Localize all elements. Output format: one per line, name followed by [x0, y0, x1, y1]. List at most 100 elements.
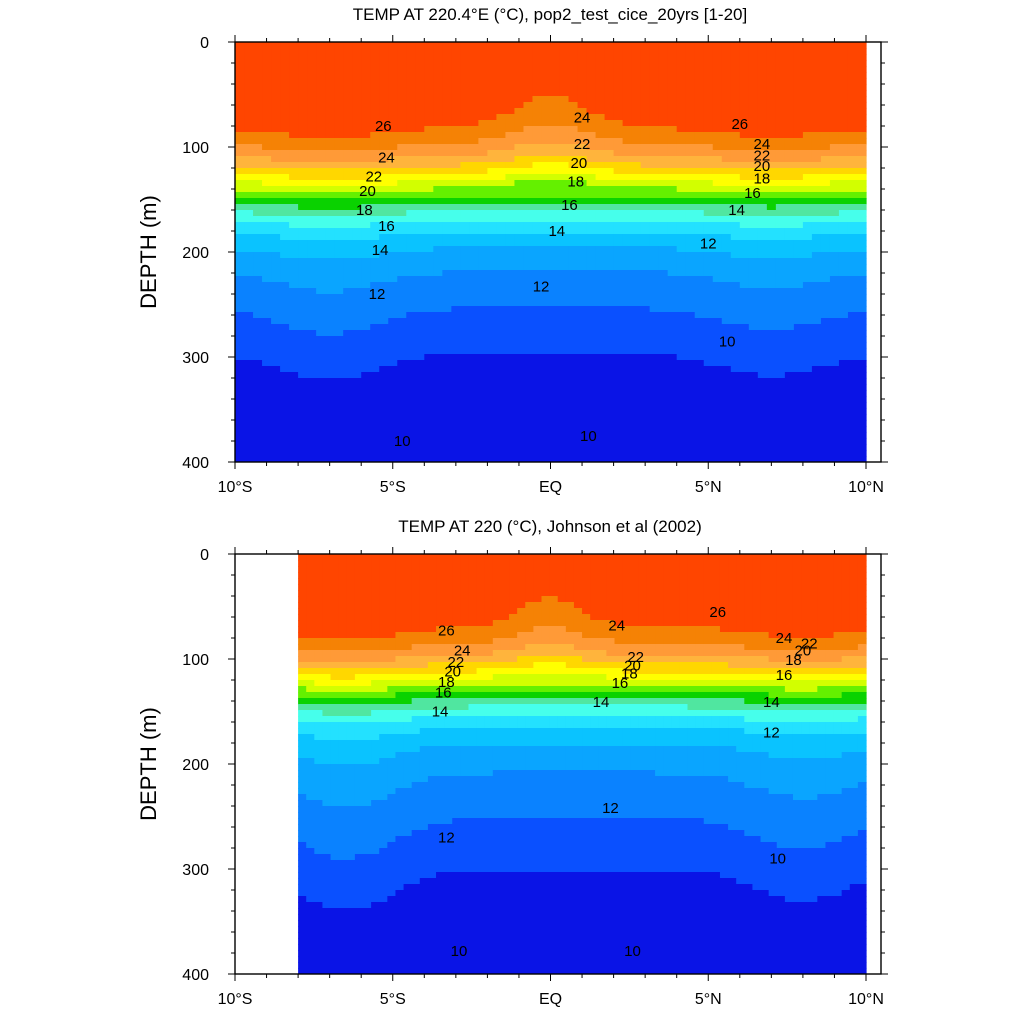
contour-label: 14 [548, 223, 565, 240]
contour-cell [325, 210, 335, 217]
contour-cell [550, 396, 561, 403]
contour-cell [604, 240, 615, 247]
contour-cell [370, 294, 380, 301]
contour-cell [703, 66, 714, 73]
contour-cell [541, 234, 552, 241]
contour-cell [604, 312, 615, 319]
contour-cell [811, 60, 822, 67]
contour-cell [388, 408, 398, 415]
contour-cell [388, 210, 398, 217]
contour-cell [757, 366, 768, 373]
contour-cell [325, 96, 335, 103]
contour-cell [730, 198, 741, 205]
contour-cell [640, 66, 651, 73]
contour-cell [595, 258, 606, 265]
contour-cell [271, 390, 281, 397]
contour-cell [370, 252, 380, 259]
contour-cell [523, 114, 534, 121]
contour-cell [397, 246, 407, 253]
contour-cell [838, 330, 849, 337]
contour-cell [649, 144, 660, 151]
contour-cell [550, 186, 561, 193]
contour-cell [325, 258, 335, 265]
contour-cell [793, 102, 804, 109]
contour-cell [829, 144, 840, 151]
contour-cell [676, 378, 687, 385]
contour-cell [460, 114, 470, 121]
contour-cell [613, 234, 624, 241]
contour-cell [361, 228, 371, 235]
contour-cell [406, 276, 416, 283]
contour-cell [568, 414, 579, 421]
contour-cell [442, 414, 452, 421]
contour-cell [613, 198, 624, 205]
contour-cell [568, 450, 579, 457]
contour-cell [856, 126, 867, 133]
contour-cell [505, 66, 516, 73]
contour-cell [487, 198, 498, 205]
contour-cell [478, 414, 488, 421]
contour-cell [838, 426, 849, 433]
contour-cell [703, 72, 714, 79]
contour-cell [793, 258, 804, 265]
contour-label: 22 [365, 168, 382, 185]
x-tick-label: 5°S [380, 479, 406, 496]
contour-cell [658, 198, 669, 205]
contour-cell [559, 174, 570, 181]
contour-cell [577, 186, 588, 193]
contour-cell [541, 324, 552, 331]
contour-cell [712, 210, 723, 217]
contour-cell [361, 138, 371, 145]
contour-cell [370, 312, 380, 319]
contour-cell [271, 324, 281, 331]
contour-cell [784, 258, 795, 265]
contour-cell [838, 180, 849, 187]
contour-cell [550, 228, 561, 235]
contour-cell [235, 318, 245, 325]
contour-cell [667, 246, 678, 253]
contour-cell [667, 396, 678, 403]
contour-cell [532, 108, 543, 115]
contour-cell [784, 432, 795, 439]
contour-cell [289, 444, 299, 451]
contour-cell [361, 360, 371, 367]
contour-cell [721, 414, 732, 421]
contour-cell [406, 144, 416, 151]
contour-cell [469, 324, 479, 331]
contour-cell [739, 432, 750, 439]
contour-cell [406, 300, 416, 307]
contour-cell [595, 252, 606, 259]
contour-cell [568, 246, 579, 253]
contour-cell [784, 210, 795, 217]
contour-cell [361, 366, 371, 373]
contour-cell [721, 318, 732, 325]
contour-cell [244, 180, 254, 187]
contour-cell [361, 156, 371, 163]
contour-cell [847, 234, 858, 241]
contour-cell [658, 378, 669, 385]
contour-label: 20 [571, 155, 588, 172]
contour-cell [451, 366, 461, 373]
contour-cell [397, 198, 407, 205]
contour-cell [811, 96, 822, 103]
contour-cell [253, 210, 263, 217]
contour-cell [595, 108, 606, 115]
contour-cell [712, 372, 723, 379]
contour-cell [379, 348, 389, 355]
contour-cell [766, 168, 777, 175]
contour-cell [352, 342, 362, 349]
contour-cell [604, 204, 615, 211]
contour-cell [343, 384, 353, 391]
contour-cell [298, 126, 308, 133]
contour-cell [316, 96, 326, 103]
contour-cell [559, 126, 570, 133]
contour-cell [604, 84, 615, 91]
contour-cell [838, 186, 849, 193]
contour-cell [244, 330, 254, 337]
contour-cell [793, 300, 804, 307]
contour-cell [712, 366, 723, 373]
contour-cell [649, 222, 660, 229]
contour-cell [469, 138, 479, 145]
contour-cell [343, 438, 353, 445]
